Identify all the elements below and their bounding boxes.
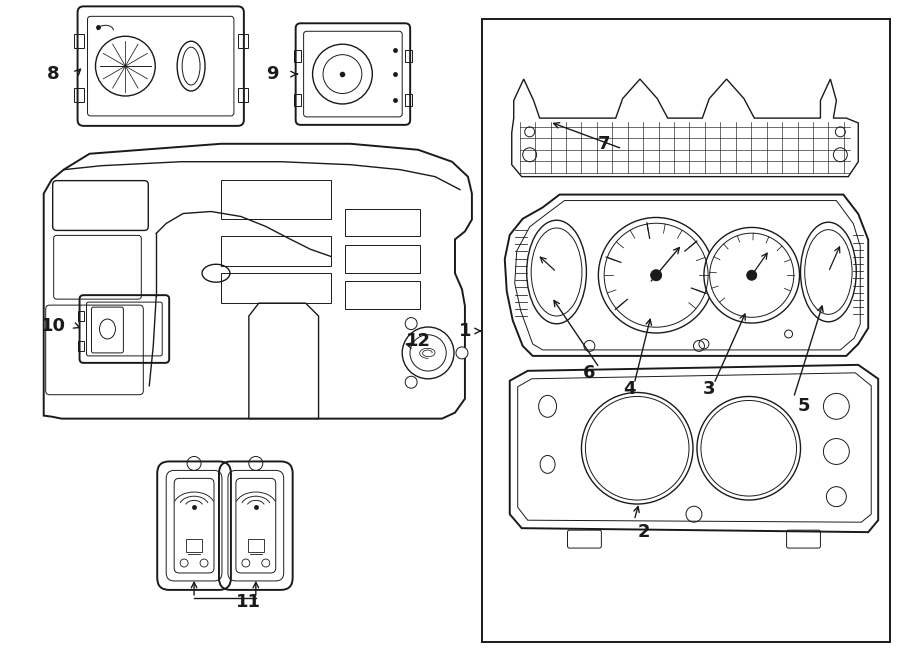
Ellipse shape (177, 41, 205, 91)
Ellipse shape (800, 222, 856, 322)
Circle shape (456, 347, 468, 359)
Bar (405, 50, 412, 62)
Bar (482, 19, 890, 642)
Text: 3: 3 (703, 380, 716, 398)
Text: 5: 5 (797, 397, 810, 414)
Circle shape (405, 376, 417, 388)
Bar (221, 237, 330, 266)
Bar (248, 539, 264, 553)
Text: 8: 8 (48, 65, 60, 83)
Bar (77, 311, 84, 321)
Circle shape (405, 317, 417, 330)
Bar (293, 94, 301, 106)
Bar (186, 539, 202, 553)
Bar (346, 208, 420, 237)
Bar (221, 180, 330, 219)
Text: 1: 1 (459, 322, 472, 340)
Circle shape (651, 270, 661, 281)
Bar (77, 341, 84, 351)
Bar (405, 94, 412, 106)
Bar (346, 281, 420, 309)
Text: 2: 2 (638, 523, 651, 541)
Bar (238, 88, 248, 102)
Text: 6: 6 (583, 364, 596, 382)
Circle shape (598, 217, 714, 333)
Text: 10: 10 (41, 317, 67, 335)
Text: 12: 12 (406, 332, 430, 350)
Circle shape (402, 327, 454, 379)
Bar (74, 88, 84, 102)
Text: 9: 9 (266, 65, 279, 83)
Circle shape (747, 270, 757, 280)
Text: 7: 7 (598, 135, 610, 153)
Bar (293, 50, 301, 62)
Bar (74, 34, 84, 48)
Ellipse shape (526, 220, 587, 324)
Text: 11: 11 (237, 593, 261, 611)
Bar (238, 34, 248, 48)
Text: 4: 4 (623, 380, 635, 398)
Circle shape (704, 227, 799, 323)
Circle shape (312, 44, 373, 104)
Bar (221, 273, 330, 303)
Polygon shape (505, 194, 868, 356)
Circle shape (95, 36, 155, 96)
Bar (346, 245, 420, 273)
